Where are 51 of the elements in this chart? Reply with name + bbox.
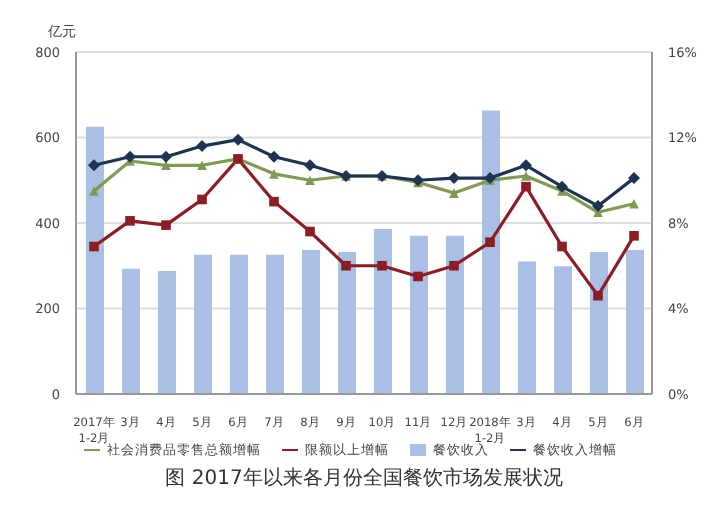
point bbox=[377, 260, 387, 271]
point bbox=[628, 172, 640, 185]
point bbox=[448, 172, 460, 185]
bar bbox=[626, 249, 644, 394]
point bbox=[196, 140, 208, 153]
bar bbox=[158, 270, 176, 394]
bar bbox=[86, 126, 104, 394]
bar bbox=[374, 228, 392, 394]
point bbox=[521, 181, 531, 192]
point bbox=[341, 260, 351, 271]
point bbox=[593, 290, 603, 301]
point bbox=[125, 216, 135, 226]
bar bbox=[338, 252, 356, 394]
point bbox=[592, 199, 604, 212]
bar bbox=[194, 254, 212, 394]
point bbox=[89, 186, 99, 196]
bar bbox=[590, 252, 608, 394]
point bbox=[269, 196, 279, 207]
point bbox=[557, 241, 567, 252]
point bbox=[88, 159, 100, 172]
point bbox=[485, 237, 495, 248]
bar bbox=[230, 254, 248, 394]
point bbox=[305, 175, 315, 186]
bar bbox=[482, 110, 500, 394]
point bbox=[161, 220, 171, 230]
point bbox=[197, 194, 207, 205]
point bbox=[629, 198, 639, 209]
point bbox=[556, 180, 568, 193]
bar bbox=[518, 261, 536, 394]
point bbox=[269, 169, 279, 179]
point bbox=[449, 188, 459, 198]
point bbox=[413, 271, 423, 282]
point bbox=[304, 159, 316, 172]
bar bbox=[302, 249, 320, 394]
point bbox=[629, 231, 639, 241]
point bbox=[521, 171, 531, 181]
point bbox=[232, 133, 244, 146]
bar bbox=[554, 266, 572, 394]
bar bbox=[122, 268, 140, 394]
point bbox=[197, 160, 207, 171]
point bbox=[520, 159, 532, 172]
text: 图 2017年以来各月份全国餐饮市场发展状况 bbox=[163, 465, 565, 492]
bar bbox=[410, 235, 428, 394]
bar bbox=[446, 235, 464, 394]
point bbox=[89, 241, 99, 252]
bar bbox=[266, 254, 284, 394]
point bbox=[160, 150, 172, 163]
point bbox=[449, 260, 459, 271]
point bbox=[268, 150, 280, 163]
point bbox=[124, 150, 136, 163]
point bbox=[305, 226, 315, 237]
